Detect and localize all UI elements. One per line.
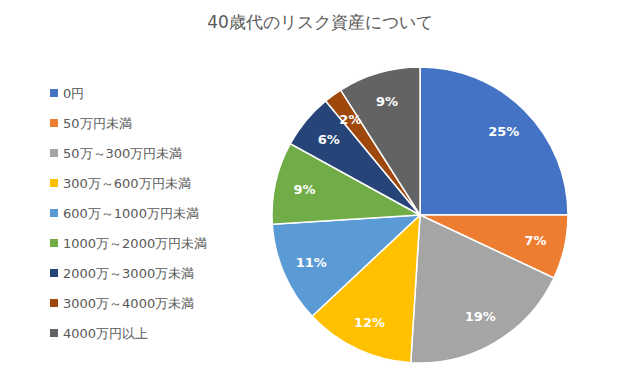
legend-swatch <box>50 299 58 307</box>
legend-label: 4000万円以上 <box>63 326 148 341</box>
slice <box>411 215 554 363</box>
data-label: 12% <box>354 315 385 330</box>
legend-item: 2000万～3000万未満 <box>50 266 194 281</box>
legend-swatch <box>50 329 58 337</box>
legend-swatch <box>50 209 58 217</box>
data-labels: 25% 7% 19% 12% 11% 9% 6% 2% 9% <box>293 94 546 330</box>
chart: 40歳代のリスク資産について 25% 7% 19% 12% 11% 9% 6% 2% 9% 0円 50… <box>0 0 640 376</box>
legend-item: 1000万～2000万円未満 <box>50 236 207 251</box>
data-label: 19% <box>465 309 496 324</box>
legend-swatch <box>50 119 58 127</box>
legend-label: 1000万～2000万円未満 <box>63 236 207 251</box>
data-label: 11% <box>296 255 327 270</box>
data-label: 7% <box>525 233 547 248</box>
legend-item: 0円 <box>50 86 84 101</box>
data-label: 9% <box>293 182 315 197</box>
data-label: 25% <box>488 124 519 139</box>
legend-label: 50万～300万円未満 <box>63 146 182 161</box>
legend-label: 300万～600万円未満 <box>63 176 191 191</box>
legend-label: 50万円未満 <box>63 116 132 131</box>
slice <box>341 67 420 215</box>
legend: 0円 50万円未満 50万～300万円未満 300万～600万円未満 600万～1000… <box>50 86 207 341</box>
legend-item: 4000万円以上 <box>50 326 148 341</box>
legend-swatch <box>50 179 58 187</box>
legend-label: 0円 <box>63 86 84 101</box>
legend-item: 300万～600万円未満 <box>50 176 191 191</box>
data-label: 6% <box>318 132 340 147</box>
legend-label: 2000万～3000万未満 <box>63 266 194 281</box>
legend-swatch <box>50 89 58 97</box>
pie <box>272 67 568 363</box>
slice <box>272 215 420 316</box>
legend-swatch <box>50 269 58 277</box>
title: 40歳代のリスク資産について <box>207 12 433 32</box>
legend-label: 600万～1000万円未満 <box>63 206 199 221</box>
legend-item: 600万～1000万円未満 <box>50 206 199 221</box>
legend-swatch <box>50 149 58 157</box>
legend-item: 50万円未満 <box>50 116 132 131</box>
legend-item: 3000万～4000万未満 <box>50 296 194 311</box>
legend-swatch <box>50 239 58 247</box>
legend-item: 50万～300万円未満 <box>50 146 182 161</box>
data-label: 9% <box>376 94 398 109</box>
data-label: 2% <box>339 112 361 127</box>
slice <box>420 67 568 215</box>
legend-label: 3000万～4000万未満 <box>63 296 194 311</box>
